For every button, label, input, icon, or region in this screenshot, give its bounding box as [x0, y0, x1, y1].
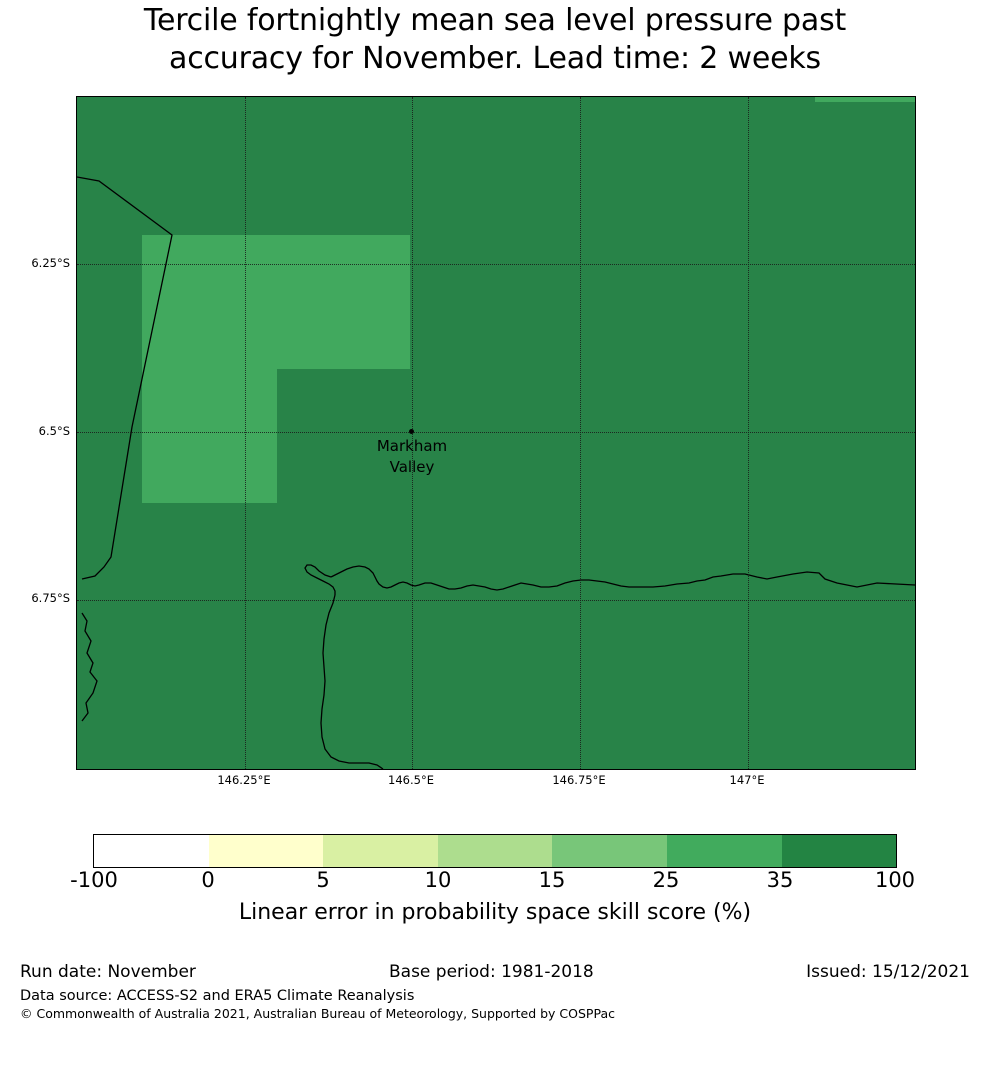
gridline-vertical [580, 97, 581, 769]
heat-cell [142, 369, 277, 503]
y-axis-tick-label: 6.5°S [38, 424, 70, 438]
y-axis-tick-label: 6.25°S [31, 256, 70, 270]
colorbar-segment-5 [666, 835, 782, 867]
gridline-horizontal [77, 432, 915, 433]
colorbar-segment-6 [781, 835, 897, 867]
x-axis-tick-label: 146.75°E [552, 773, 606, 787]
colorbar-segment-2 [323, 835, 438, 867]
colorbar-caption-label: Linear error in probability space skill … [238, 900, 752, 925]
station-marker-icon [409, 429, 414, 434]
gridline-horizontal [77, 264, 915, 265]
run-date-label: Run date: November [20, 962, 196, 982]
colorbar-tick-label: 100 [874, 868, 916, 892]
x-axis-tick-label: 146.5°E [388, 773, 434, 787]
page-title: Tercile fortnightly mean sea level press… [143, 3, 847, 76]
x-axis-tick-label: 147°E [729, 773, 765, 787]
colorbar-segment-4 [552, 835, 667, 867]
coastline-layer [77, 176, 915, 769]
map-canvas: Markham Valley [77, 97, 915, 769]
colorbar-tick-label: 35 [766, 868, 794, 892]
heat-cell [142, 235, 410, 369]
gridline-vertical [245, 97, 246, 769]
gridline-vertical [748, 97, 749, 769]
colorbar-tick-label: 15 [538, 868, 566, 892]
copyright-label: © Commonwealth of Australia 2021, Austra… [20, 1006, 615, 1021]
colorbar-tick-label: -100 [70, 868, 118, 892]
data-source-label: Data source: ACCESS-S2 and ERA5 Climate … [20, 988, 415, 1004]
base-period-label: Base period: 1981-2018 [389, 962, 594, 982]
map-plot-area: Markham Valley [76, 96, 916, 770]
y-axis-tick-label: 6.75°S [31, 591, 70, 605]
colorbar-segment-1 [208, 835, 324, 867]
issued-date-label: Issued: 15/12/2021 [806, 962, 970, 982]
x-axis-tick-label: 146.25°E [217, 773, 271, 787]
colorbar-tick-label: 10 [424, 868, 452, 892]
heat-cell [815, 97, 915, 102]
colorbar-tick-label: 0 [201, 868, 215, 892]
colorbar-tick-label: 25 [652, 868, 680, 892]
colorbar [93, 834, 897, 868]
colorbar-tick-label: 5 [316, 868, 330, 892]
footer-meta-row: Run date: November Base period: 1981-201… [0, 962, 990, 984]
gridline-horizontal [77, 600, 915, 601]
station-label: Markham Valley [376, 437, 448, 476]
colorbar-segment-0 [94, 835, 209, 867]
colorbar-segment-3 [437, 835, 553, 867]
